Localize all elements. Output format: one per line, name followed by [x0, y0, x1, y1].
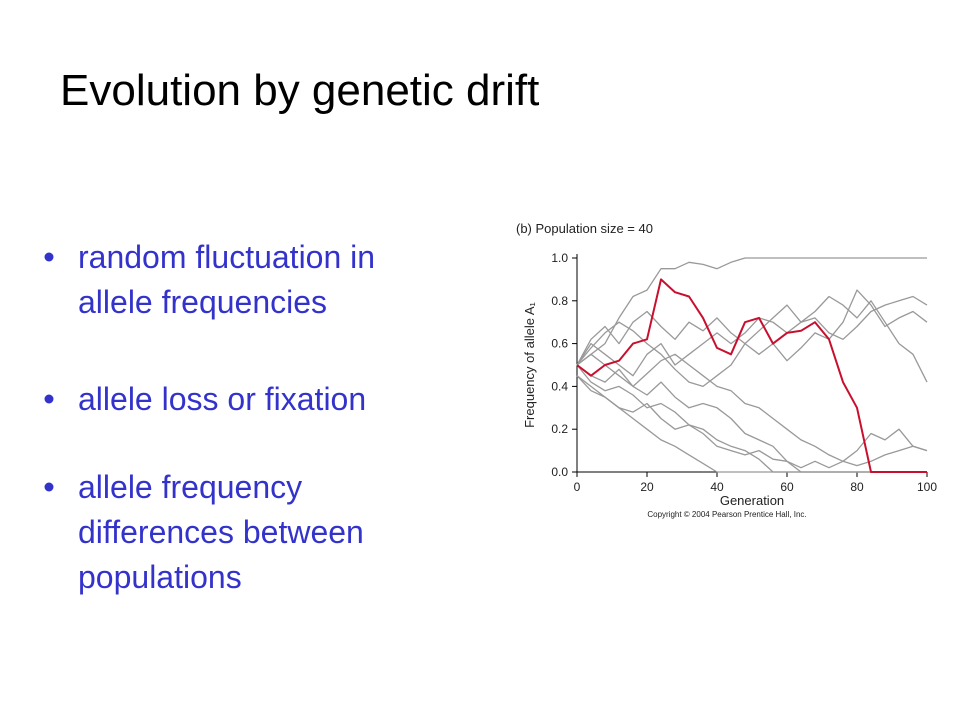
x-tick-label: 40	[710, 480, 724, 494]
x-axis-label: Generation	[720, 493, 784, 508]
bullet-text: allele frequency	[78, 469, 302, 505]
series-line	[576, 289, 928, 388]
bullet-text: populations	[78, 559, 242, 595]
bullet-list: random fluctuation in allele frequencies a…	[44, 239, 375, 595]
series-line	[576, 375, 928, 469]
plot-area: 0.0 0.2 0.4 0.6 0.8 1.0 0 20 40 60 80 100	[551, 251, 937, 494]
series-line	[576, 278, 927, 473]
series-line	[576, 295, 928, 383]
slide-title: Evolution by genetic drift	[60, 66, 539, 115]
x-tick-label: 60	[780, 480, 794, 494]
bullet-text: allele frequencies	[78, 284, 327, 320]
y-tick-label: 0.0	[551, 465, 568, 479]
x-tick-label: 20	[640, 480, 654, 494]
series-line	[576, 364, 927, 473]
copyright-note: Copyright © 2004 Pearson Prentice Hall, …	[647, 510, 806, 519]
x-tick-label: 80	[850, 480, 864, 494]
series-line	[576, 353, 928, 467]
y-tick-label: 0.2	[551, 422, 568, 436]
series-line	[576, 375, 927, 473]
x-tick-label: 100	[917, 480, 937, 494]
y-tick-label: 0.8	[551, 294, 568, 308]
series-line	[576, 257, 927, 366]
y-axis-label: Frequency of allele A₁	[522, 301, 537, 427]
chart-subtitle: (b) Population size = 40	[516, 221, 653, 236]
y-tick-label: 1.0	[551, 251, 568, 265]
series-line	[576, 364, 927, 473]
bullet-dot	[44, 482, 54, 492]
bullet-text: differences between	[78, 514, 364, 550]
series-line	[576, 295, 928, 377]
bullet-text: allele loss or fixation	[78, 381, 366, 417]
x-tick-label: 0	[574, 480, 581, 494]
y-tick-label: 0.4	[551, 379, 568, 393]
bullet-dot	[44, 252, 54, 262]
bullet-text: random fluctuation in	[78, 239, 375, 275]
y-tick-label: 0.6	[551, 337, 568, 351]
bullet-dot	[44, 394, 54, 404]
